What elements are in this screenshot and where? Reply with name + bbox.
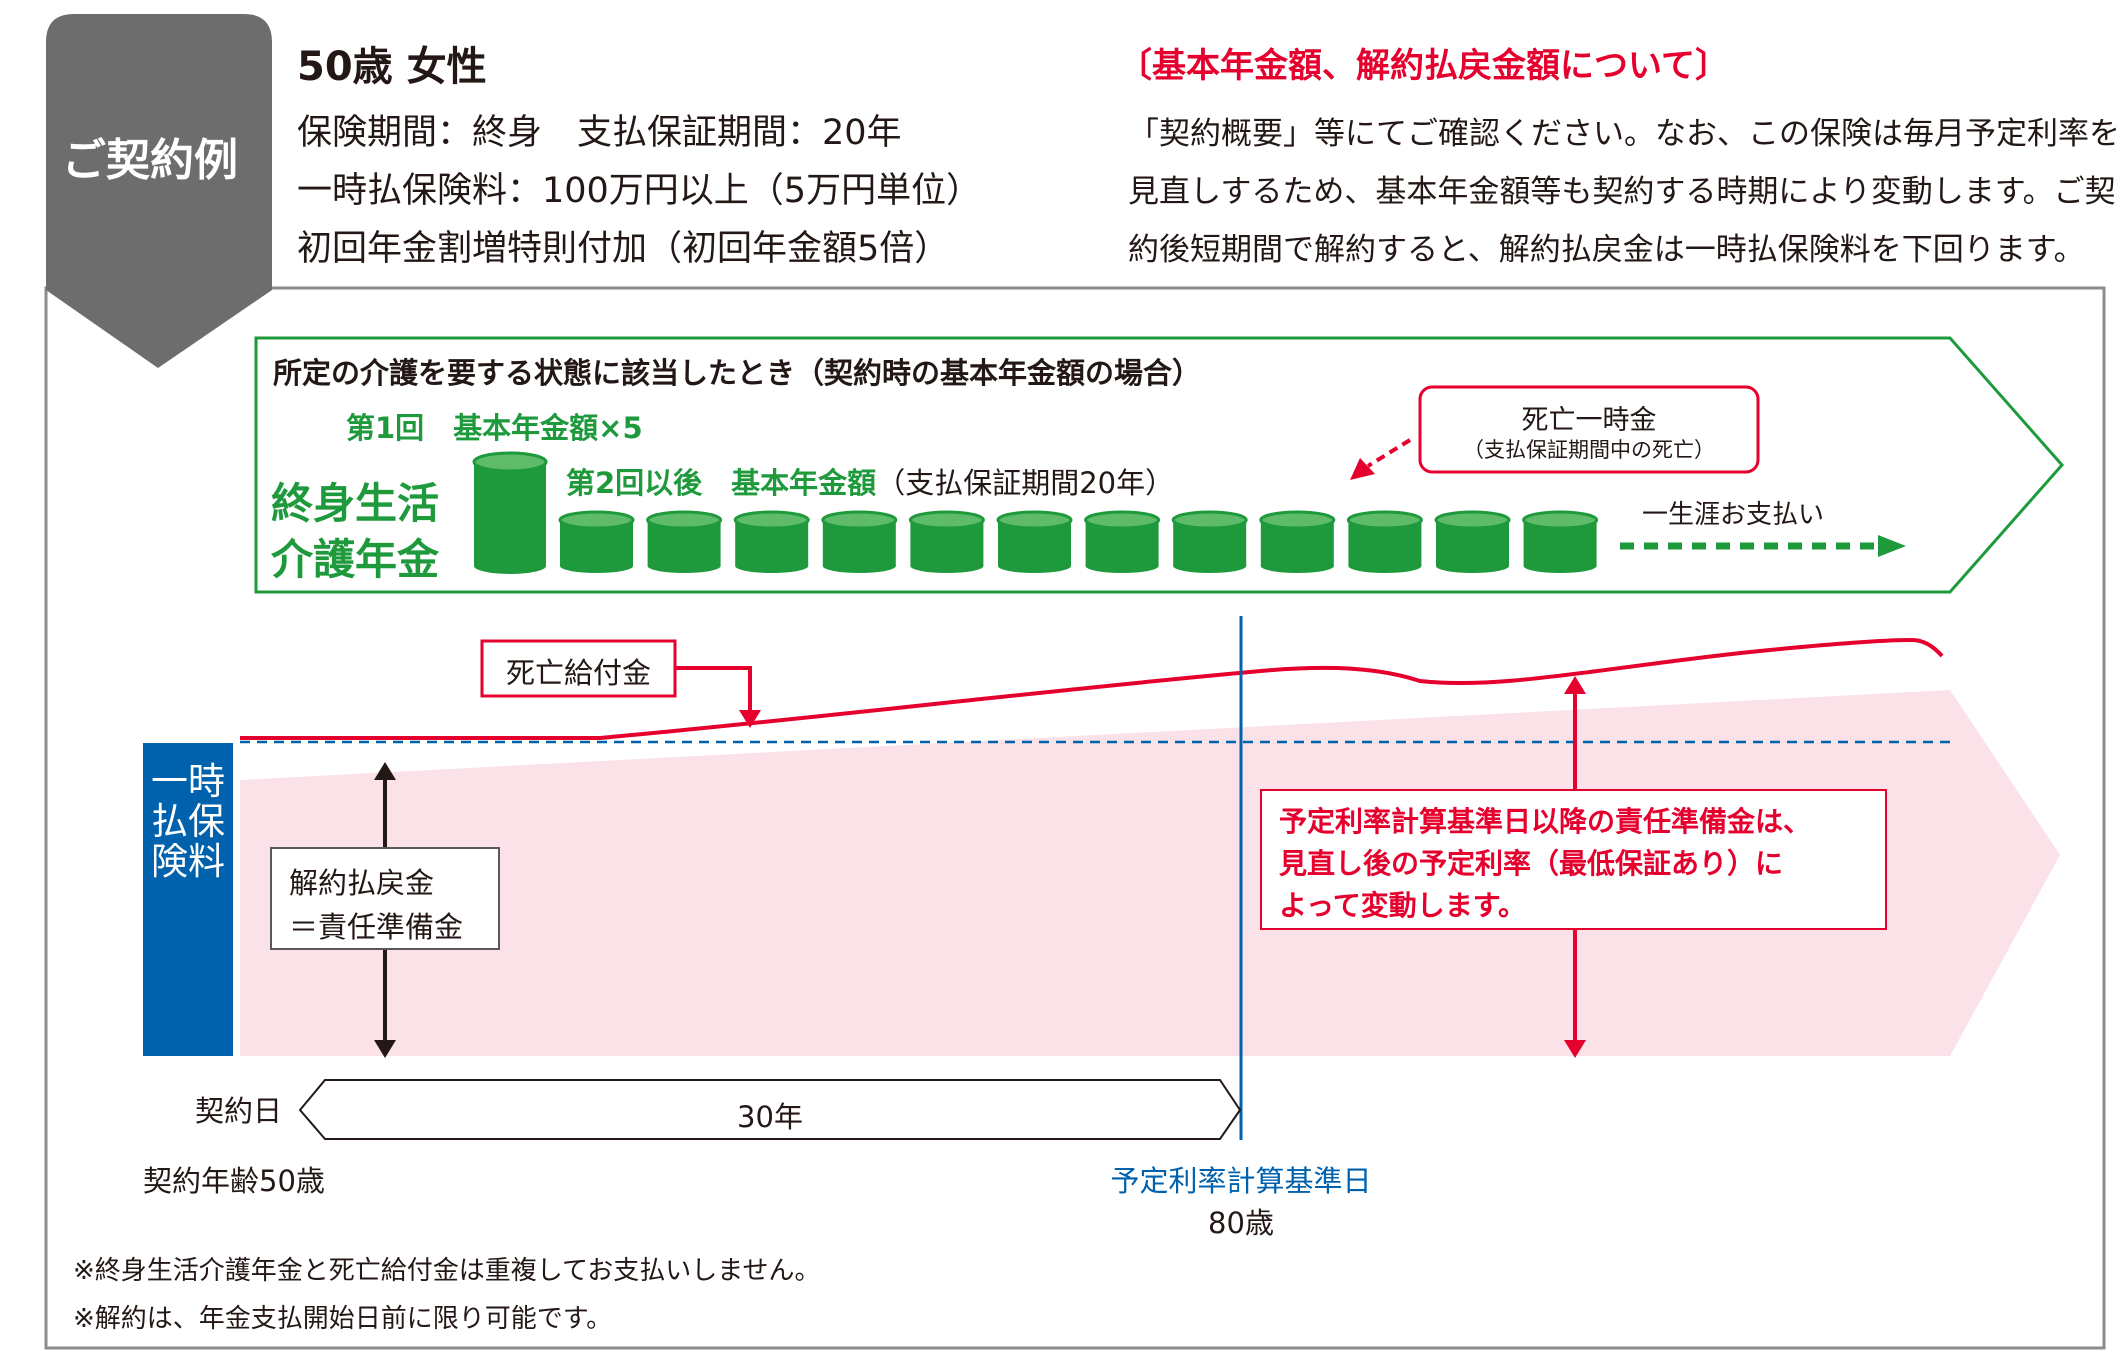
notice-line-2: 見直しするため、基本年金額等も契約する時期により変動します。ご契 (1128, 174, 2116, 210)
annuity-coin (821, 510, 898, 573)
surrender-label-line-1: 解約払戻金 (289, 866, 435, 900)
annuity-coin (558, 510, 635, 573)
annuity-coin (1259, 510, 1336, 573)
reserve-area (240, 690, 2060, 1056)
lifetime-arrowhead (1878, 535, 1906, 557)
timeline-30-years (298, 1079, 1242, 1140)
annuity-coin (1171, 510, 1248, 573)
footnote-2: ※解約は、年金支払開始日前に限り可能です。 (73, 1304, 613, 1334)
duration-label: 30年 (737, 1100, 803, 1134)
outer-frame (44, 286, 2106, 1350)
rate-note-box (1260, 789, 1887, 930)
death-benefit-label: 死亡給付金 (505, 656, 651, 690)
surrender-arrow-down (374, 1040, 396, 1058)
surrender-label-line-2: ＝責任準備金 (289, 910, 464, 944)
surrender-arrow-up (374, 762, 396, 780)
product-name-line-1: 終身生活 (271, 479, 440, 528)
premium-bar (143, 743, 233, 1056)
death-lump-arrow (1366, 438, 1412, 468)
second-payment-period: （支払保証期間20年） (876, 466, 1175, 500)
rate-note-line-2: 見直し後の予定利率（最低保証あり）に (1279, 847, 1784, 880)
annuity-coin (1084, 510, 1161, 573)
rate-note-line-1: 予定利率計算基準日以降の責任準備金は、 (1279, 805, 1812, 838)
profile-title: 50歳 女性 (297, 44, 487, 90)
contract-date-label: 契約日 (195, 1094, 283, 1128)
rate-note-line-3: よって変動します。 (1279, 889, 1526, 922)
annuity-coin (908, 510, 985, 573)
first-payment-label: 第1回 基本年金額×5 (346, 411, 643, 445)
base-date-label: 予定利率計算基準日 (1110, 1164, 1372, 1198)
reserve-arrow-up (1564, 676, 1586, 694)
death-lump-box (1418, 385, 1760, 474)
first-payment-coin (472, 451, 548, 574)
footnote-1: ※終身生活介護年金と死亡給付金は重複してお支払いしません。 (73, 1256, 821, 1286)
annuity-coin (1522, 510, 1599, 573)
annuity-coin (1434, 510, 1511, 573)
profile-line-premium: 一時払保険料：100万円以上（5万円単位） (297, 171, 982, 211)
notice-line-3: 約後短期間で解約すると、解約払戻金は一時払保険料を下回ります。 (1128, 232, 2085, 268)
annuity-coin (733, 510, 810, 573)
notice-title: 〔基本年金額、解約払戻金額について〕 (1118, 46, 1729, 86)
profile-line-rider: 初回年金割増特則付加（初回年金額5倍） (297, 229, 950, 269)
contract-example-tab (46, 14, 272, 368)
second-payment-label: 第2回以後 基本年金額（支払保証期間20年） (566, 460, 1174, 502)
lifetime-payment-label: 一生涯お支払い (1642, 500, 1825, 530)
annuity-coin (1346, 510, 1423, 573)
start-age-label: 契約年齢50歳 (143, 1164, 325, 1198)
tab-label: ご契約例 (62, 135, 238, 186)
annuity-coin (996, 510, 1073, 573)
base-date-age: 80歳 (1208, 1206, 1274, 1240)
death-lump-sub: （支払保証期間中の死亡） (1463, 438, 1715, 462)
premium-bar-label: 一時払保険料 (151, 760, 225, 883)
notice-line-1: 「契約概要」等にてご確認ください。なお、この保険は毎月予定利率を (1128, 116, 2120, 152)
surrender-label-box (270, 847, 500, 950)
death-lump-arrowhead (1350, 458, 1375, 480)
annuity-box-title: 所定の介護を要する状態に該当したとき（契約時の基本年金額の場合） (273, 356, 1202, 390)
death-benefit-curve (240, 637, 1944, 740)
second-payment-green: 第2回以後 基本年金額 (566, 466, 877, 500)
reserve-arrow-down (1564, 1040, 1586, 1058)
death-benefit-label-box (480, 639, 677, 698)
annuity-coins (558, 510, 1599, 573)
profile-line-term: 保険期間：終身 支払保証期間：20年 (297, 113, 902, 153)
annuity-coin (646, 510, 723, 573)
death-lump-title: 死亡一時金 (1521, 405, 1657, 436)
death-benefit-connector (676, 666, 752, 715)
death-benefit-arrowhead (739, 710, 761, 728)
product-name-line-2: 介護年金 (271, 535, 440, 584)
